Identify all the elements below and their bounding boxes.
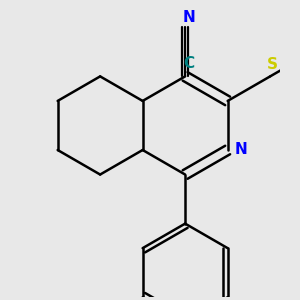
Text: C: C [184,56,195,70]
Text: N: N [235,142,248,158]
Text: N: N [183,10,195,25]
Text: S: S [267,58,278,73]
